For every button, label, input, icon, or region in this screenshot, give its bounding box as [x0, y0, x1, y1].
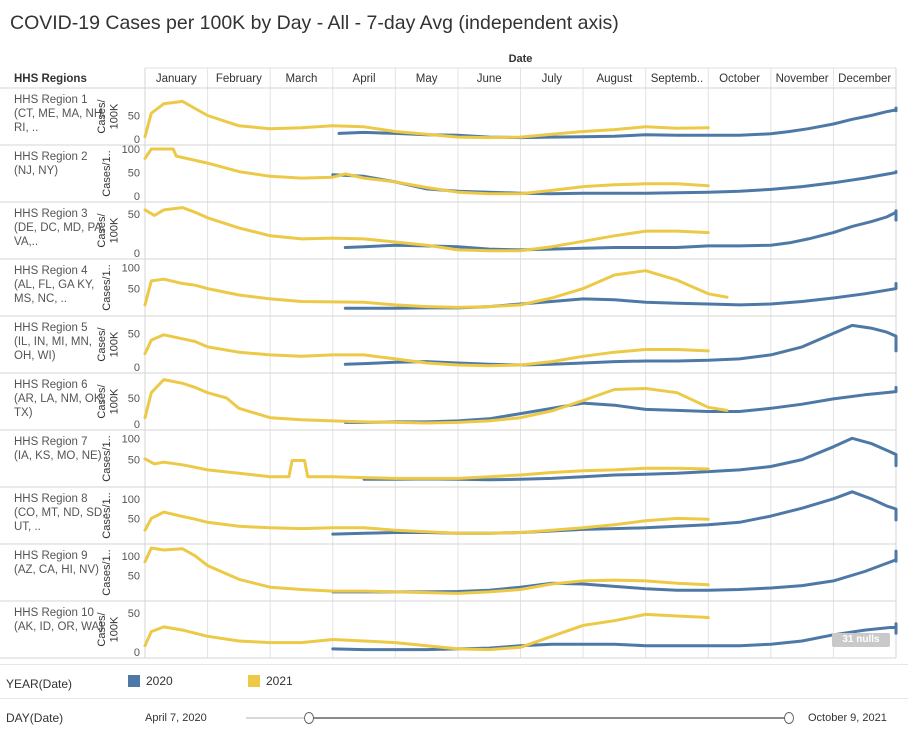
month-label-5: May: [416, 73, 438, 85]
region-label-4: HHS Region 4 (AL, FL, GA KY, MS, NC, ..: [14, 265, 94, 305]
series-2021-region-6[interactable]: [143, 378, 729, 425]
region-label-10: HHS Region 10 (AK, ID, OR, WA): [14, 607, 103, 633]
region-label-1: HHS Region 1 (CT, ME, MA, NH, RI, ..: [14, 94, 105, 134]
month-label-8: August: [596, 73, 633, 85]
series-2021-region-10[interactable]: [143, 612, 710, 652]
series-2021-region-4[interactable]: [143, 269, 729, 309]
region-label-9: HHS Region 9 (AZ, CA, HI, NV): [14, 550, 99, 576]
month-label-1: January: [156, 73, 197, 85]
y-axis-title-2: Cases/1..: [101, 150, 113, 196]
region-label-7: HHS Region 7 (IA, KS, MO, NE): [14, 436, 102, 462]
series-2021-region-5[interactable]: [143, 333, 710, 368]
filter-row: DAY(Date) April 7, 2020 October 9, 2021: [0, 698, 908, 736]
y-tick-9-50: 50: [128, 570, 140, 582]
legend-swatch-2020[interactable]: [128, 675, 140, 687]
series-2020-region-10[interactable]: [331, 622, 898, 652]
y-axis-title-8: Cases/1..: [101, 492, 113, 538]
month-label-11: November: [776, 73, 829, 85]
legend-label-2021[interactable]: 2021: [266, 674, 293, 688]
y-tick-10-0: 0: [134, 647, 140, 659]
series-2020-region-2[interactable]: [331, 170, 898, 196]
chart-title: COVID-19 Cases per 100K by Day - All - 7…: [10, 12, 619, 34]
y-axis-title-5: Cases/100K: [96, 326, 121, 361]
series-2020-region-1[interactable]: [337, 106, 898, 140]
legend-row: YEAR(Date) 2020 2021: [0, 664, 908, 699]
legend-swatch-2021[interactable]: [248, 675, 260, 687]
region-label-5: HHS Region 5 (IL, IN, MI, MN, OH, WI): [14, 322, 92, 362]
series-2020-region-8[interactable]: [331, 490, 898, 536]
y-tick-2-0: 0: [134, 191, 140, 203]
series-2021-region-9[interactable]: [143, 546, 710, 595]
y-tick-10-50: 50: [128, 608, 140, 620]
series-2021-region-1[interactable]: [143, 99, 710, 140]
y-axis-title-6: Cases/100K: [96, 383, 121, 418]
region-label-3: HHS Region 3 (DE, DC, MD, PA, VA,..: [14, 208, 105, 248]
series-2020-region-6[interactable]: [343, 385, 898, 424]
date-slider-range[interactable]: [308, 717, 788, 719]
region-label-8: HHS Region 8 (CO, MT, ND, SD, UT, ..: [14, 493, 105, 533]
series-2020-region-5[interactable]: [343, 323, 898, 367]
month-label-9: Septemb..: [651, 73, 703, 85]
null-count-badge[interactable]: 31 nulls: [832, 633, 890, 647]
row-header: HHS Regions: [14, 73, 87, 85]
y-tick-5-0: 0: [134, 362, 140, 374]
y-axis-title-9: Cases/1..: [101, 549, 113, 595]
month-label-2: February: [216, 73, 262, 85]
date-slider-start-handle[interactable]: [304, 712, 314, 724]
y-tick-7-50: 50: [128, 455, 140, 467]
filter-field-label: DAY(Date): [6, 711, 64, 725]
y-tick-1-50: 50: [128, 111, 140, 123]
column-header: Date: [509, 53, 533, 65]
series-2020-region-9[interactable]: [331, 549, 898, 594]
y-tick-3-50: 50: [128, 209, 140, 221]
region-label-2: HHS Region 2 (NJ, NY): [14, 151, 88, 177]
y-tick-4-100: 100: [122, 262, 140, 274]
y-tick-2-50: 50: [128, 168, 140, 180]
series-2020-region-7[interactable]: [362, 436, 898, 482]
date-slider-end-handle[interactable]: [784, 712, 794, 724]
month-label-3: March: [285, 73, 317, 85]
month-label-4: April: [353, 73, 376, 85]
y-axis-title-10: Cases/100K: [96, 611, 121, 646]
y-axis-title-1: Cases/100K: [96, 98, 121, 133]
y-tick-8-100: 100: [122, 494, 140, 506]
series-2020-region-4[interactable]: [343, 282, 898, 310]
y-tick-3-0: 0: [134, 248, 140, 260]
y-tick-4-50: 50: [128, 284, 140, 296]
y-axis-title-3: Cases/100K: [96, 212, 121, 247]
legend-field-label: YEAR(Date): [6, 677, 73, 691]
series-2020-region-3[interactable]: [343, 209, 898, 252]
y-tick-5-50: 50: [128, 328, 140, 340]
y-tick-7-100: 100: [122, 433, 140, 445]
month-label-10: October: [719, 73, 760, 85]
series-2021-region-2[interactable]: [143, 147, 710, 196]
y-tick-2-100: 100: [122, 144, 140, 156]
series-2021-region-8[interactable]: [143, 510, 710, 535]
series-2021-region-3[interactable]: [143, 206, 710, 253]
chart-area[interactable]: Date HHS Regions January February March April…: [0, 0, 908, 665]
month-label-12: December: [838, 73, 891, 85]
y-tick-6-0: 0: [134, 419, 140, 431]
y-tick-6-50: 50: [128, 393, 140, 405]
y-axis-title-4: Cases/1..: [101, 264, 113, 310]
y-tick-9-100: 100: [122, 551, 140, 563]
legend-label-2020[interactable]: 2020: [146, 674, 173, 688]
month-label-6: June: [477, 73, 502, 85]
y-axis-title-7: Cases/1..: [101, 435, 113, 481]
filter-end-date: October 9, 2021: [808, 712, 887, 724]
y-tick-1-0: 0: [134, 134, 140, 146]
month-label-7: July: [542, 73, 563, 85]
region-label-6: HHS Region 6 (AR, LA, NM, OK, TX): [14, 379, 105, 419]
series-2021-region-7[interactable]: [143, 457, 710, 480]
y-tick-8-50: 50: [128, 513, 140, 525]
filter-start-date: April 7, 2020: [145, 712, 207, 724]
